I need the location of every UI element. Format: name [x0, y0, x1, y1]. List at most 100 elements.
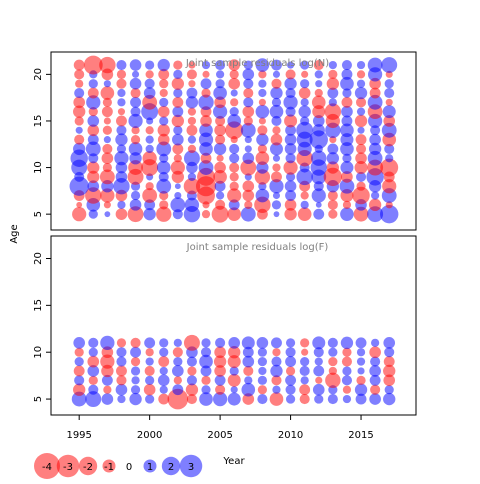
data-point [342, 366, 352, 376]
data-point [385, 154, 394, 163]
data-point [300, 98, 309, 107]
data-point [367, 206, 384, 223]
data-point [272, 126, 281, 135]
data-point [244, 145, 252, 153]
data-point [74, 69, 85, 80]
y-axis-label: Age [9, 224, 20, 243]
data-point [100, 188, 115, 203]
data-point [340, 336, 354, 350]
data-point [103, 117, 111, 125]
data-point [198, 160, 214, 175]
data-point [157, 133, 170, 146]
data-point [357, 367, 365, 375]
data-point [356, 70, 366, 79]
data-point [341, 356, 352, 367]
data-point [159, 347, 169, 357]
data-point [73, 96, 86, 109]
data-point [159, 366, 168, 376]
data-point [103, 136, 111, 144]
data-point [255, 104, 270, 119]
data-point [173, 125, 183, 135]
data-point [356, 79, 366, 88]
data-point [167, 388, 189, 410]
data-point [173, 60, 183, 70]
data-point [159, 88, 168, 98]
data-point [172, 96, 184, 108]
data-point [145, 135, 154, 144]
data-point [130, 87, 141, 99]
data-point [131, 376, 140, 385]
data-point [115, 133, 128, 146]
data-point [244, 200, 253, 209]
legend-label: -2 [83, 462, 93, 473]
data-point [183, 177, 201, 195]
data-point [104, 211, 111, 218]
data-point [130, 385, 141, 395]
data-point [227, 392, 241, 406]
data-point [300, 116, 310, 126]
data-point [186, 394, 197, 405]
data-point [187, 144, 197, 154]
data-point [312, 105, 326, 119]
x-tick-label: 2005 [207, 430, 232, 441]
data-point [340, 207, 354, 221]
data-point [283, 95, 298, 110]
data-point [215, 115, 226, 126]
data-point [87, 365, 100, 377]
data-point [145, 144, 154, 154]
data-point [215, 199, 226, 210]
data-point [145, 348, 154, 357]
data-point [145, 375, 155, 385]
data-point [157, 105, 170, 118]
legend-label: 3 [188, 462, 194, 473]
y-tick-label: 15 [33, 299, 44, 312]
data-point [158, 68, 170, 80]
data-point [285, 190, 297, 201]
data-point [229, 162, 240, 173]
data-point [229, 181, 239, 191]
data-point [130, 366, 141, 376]
data-point [75, 79, 84, 88]
data-point [242, 180, 255, 193]
data-point [284, 143, 297, 155]
data-point [142, 151, 157, 166]
data-point [227, 373, 241, 387]
data-point [242, 355, 255, 368]
data-point [88, 79, 98, 89]
data-point [300, 60, 310, 70]
plot-frame [50, 235, 417, 416]
data-point [100, 335, 115, 350]
data-point [174, 191, 182, 200]
data-point [284, 133, 297, 146]
data-point [312, 383, 325, 396]
data-point [172, 133, 184, 146]
data-point [370, 384, 381, 395]
data-point [369, 393, 381, 405]
data-point [326, 152, 340, 165]
legend-label: 1 [147, 462, 153, 473]
data-point [199, 354, 213, 369]
data-point [354, 114, 368, 128]
data-point [128, 160, 143, 175]
data-point [271, 375, 282, 386]
data-point [241, 336, 255, 350]
data-point [132, 70, 140, 78]
data-point [174, 183, 181, 190]
data-point [145, 394, 155, 404]
data-point [186, 69, 197, 80]
data-point [342, 347, 352, 357]
x-tick-label: 2000 [137, 430, 162, 441]
data-point [301, 348, 309, 356]
data-point [356, 375, 366, 385]
data-point [142, 94, 158, 110]
data-point [242, 105, 255, 118]
data-point [272, 70, 281, 78]
data-point [300, 356, 310, 367]
data-point [340, 161, 354, 175]
data-point [73, 105, 86, 118]
data-point [384, 347, 395, 358]
data-point [370, 125, 381, 136]
data-point [145, 60, 155, 70]
data-point [143, 383, 156, 396]
